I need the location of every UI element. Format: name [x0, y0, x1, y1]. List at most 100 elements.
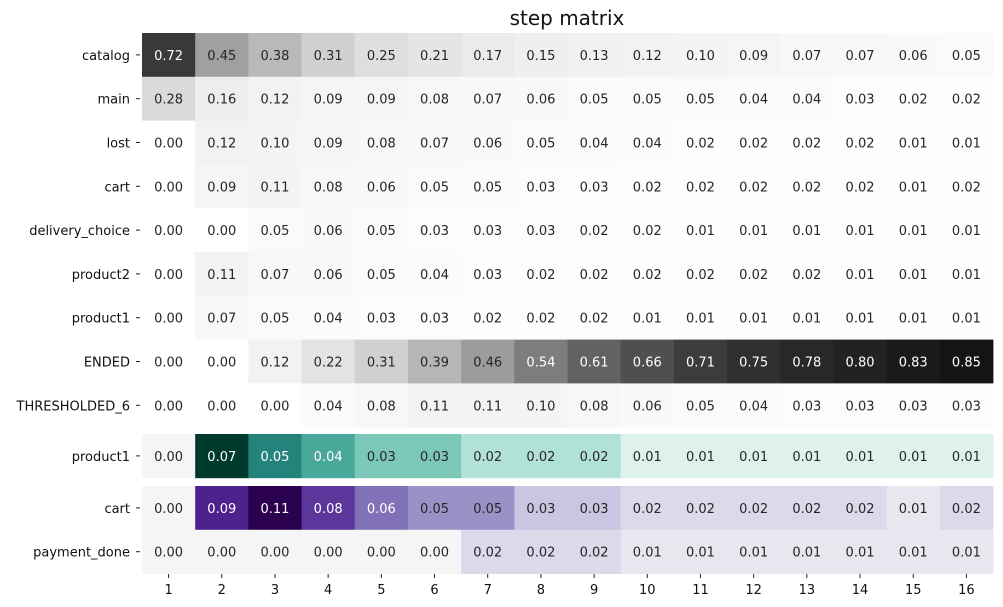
- heatmap-cell: [407, 295, 462, 340]
- cell-value-label: 0.01: [952, 546, 981, 561]
- row-label: product1: [72, 312, 130, 327]
- cell-value-label: 0.01: [792, 312, 821, 327]
- heatmap-cell: [461, 295, 515, 340]
- col-label: 11: [692, 583, 709, 598]
- heatmap-cell: [727, 529, 781, 574]
- cell-value-label: 0.03: [580, 502, 609, 517]
- cell-value-label: 0.05: [420, 180, 449, 195]
- heatmap-cell: [142, 252, 196, 297]
- col-label: 6: [430, 583, 438, 598]
- cell-value-label: 0.00: [207, 546, 236, 561]
- cell-value-label: 0.03: [367, 312, 396, 327]
- heatmap-cell: [620, 529, 675, 574]
- heatmap-cell: [195, 339, 249, 384]
- cell-value-label: 0.11: [260, 180, 289, 195]
- cell-value-label: 0.00: [154, 399, 183, 414]
- cell-value-label: 0.05: [367, 268, 396, 283]
- heatmap-cell: [620, 120, 675, 165]
- heatmap-cell: [142, 33, 196, 78]
- heatmap-cell: [833, 76, 888, 121]
- cell-value-label: 0.02: [792, 137, 821, 152]
- heatmap-cell: [939, 486, 994, 531]
- cell-value-label: 0.04: [314, 399, 343, 414]
- heatmap-cell: [567, 76, 622, 121]
- row-label: cart: [104, 180, 130, 195]
- heatmap-cell: [142, 339, 196, 384]
- cell-value-label: 0.71: [686, 356, 715, 371]
- cell-value-label: 0.72: [154, 49, 183, 64]
- heatmap-cell: [248, 295, 302, 340]
- heatmap-cell: [301, 339, 356, 384]
- cell-value-label: 0.01: [846, 450, 875, 465]
- row-label: payment_done: [33, 546, 130, 561]
- cell-value-label: 0.01: [899, 180, 928, 195]
- cell-value-label: 0.00: [154, 450, 183, 465]
- heatmap-cell: [461, 76, 515, 121]
- cell-value-label: 0.01: [739, 312, 768, 327]
- heatmap-cell: [727, 339, 781, 384]
- heatmap-cell: [727, 164, 781, 209]
- heatmap-cell: [461, 164, 515, 209]
- cell-value-label: 0.01: [686, 450, 715, 465]
- col-label: 3: [271, 583, 279, 598]
- heatmap-cell: [514, 383, 568, 428]
- heatmap-cell: [567, 208, 622, 253]
- cell-value-label: 0.02: [580, 268, 609, 283]
- heatmap-cell: [514, 295, 568, 340]
- heatmap-cell: [727, 252, 781, 297]
- cell-value-label: 0.00: [154, 137, 183, 152]
- cell-value-label: 0.16: [207, 93, 236, 108]
- cell-value-label: 0.01: [633, 312, 662, 327]
- cell-value-label: 0.11: [207, 268, 236, 283]
- heatmap-cell: [780, 76, 834, 121]
- cell-value-label: 0.01: [792, 224, 821, 239]
- heatmap-cell: [461, 339, 515, 384]
- heatmap-cell: [673, 486, 728, 531]
- heatmap-cell: [567, 295, 622, 340]
- cell-value-label: 0.02: [580, 224, 609, 239]
- cell-value-label: 0.06: [367, 180, 396, 195]
- heatmap-cell: [301, 434, 356, 479]
- cell-value-label: 0.05: [686, 399, 715, 414]
- heatmap-cell: [833, 208, 888, 253]
- heatmap-cell: [673, 383, 728, 428]
- heatmap-cell: [195, 252, 249, 297]
- heatmap-cell: [407, 33, 462, 78]
- cell-value-label: 0.01: [952, 268, 981, 283]
- cell-value-label: 0.02: [633, 502, 662, 517]
- heatmap-cell: [780, 486, 834, 531]
- heatmap-cell: [407, 383, 462, 428]
- cell-value-label: 0.03: [526, 224, 555, 239]
- heatmap-cell: [780, 339, 834, 384]
- cell-value-label: 0.09: [314, 93, 343, 108]
- col-label: 1: [164, 583, 172, 598]
- cell-value-label: 0.07: [420, 137, 449, 152]
- heatmap-cell: [780, 252, 834, 297]
- cell-value-label: 0.38: [260, 49, 289, 64]
- heatmap-cell: [780, 164, 834, 209]
- heatmap-cell: [673, 252, 728, 297]
- cell-value-label: 0.45: [207, 49, 236, 64]
- cell-value-label: 0.01: [952, 137, 981, 152]
- cell-value-label: 0.01: [952, 312, 981, 327]
- heatmap-cell: [567, 33, 622, 78]
- col-label: 12: [745, 583, 762, 598]
- heatmap-cell: [567, 120, 622, 165]
- col-label: 10: [639, 583, 656, 598]
- row-label: main: [98, 93, 130, 108]
- heatmap-cell: [195, 120, 249, 165]
- cell-value-label: 0.11: [420, 399, 449, 414]
- heatmap-cell: [727, 76, 781, 121]
- cell-value-label: 0.31: [314, 49, 343, 64]
- heatmap-cell: [407, 529, 462, 574]
- heatmap-cell: [780, 33, 834, 78]
- cell-value-label: 0.04: [580, 137, 609, 152]
- cell-value-label: 0.00: [154, 356, 183, 371]
- cell-value-label: 0.04: [739, 399, 768, 414]
- col-label: 13: [799, 583, 816, 598]
- cell-value-label: 0.07: [207, 312, 236, 327]
- cell-value-label: 0.12: [260, 356, 289, 371]
- cell-value-label: 0.00: [260, 399, 289, 414]
- heatmap-cell: [780, 208, 834, 253]
- row-label: product2: [72, 268, 130, 283]
